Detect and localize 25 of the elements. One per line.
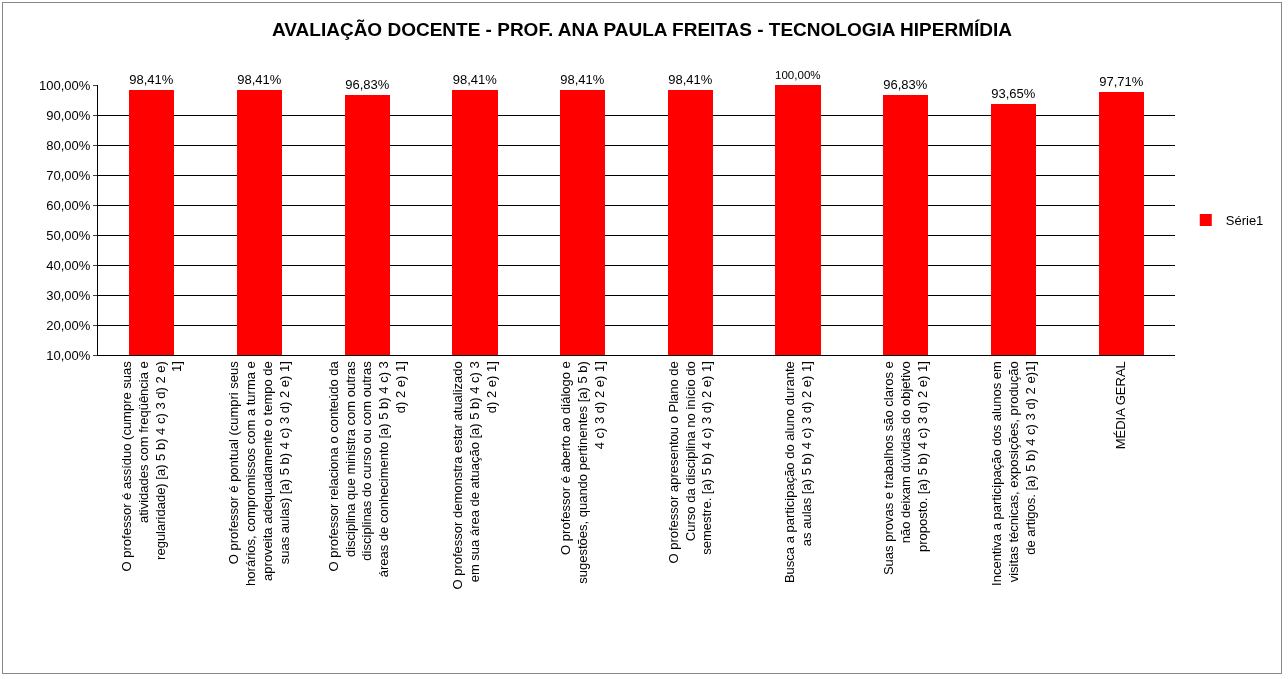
data-label: 98,41%	[560, 72, 605, 87]
data-label: 97,71%	[1099, 74, 1144, 89]
y-tick-label: 90,00%	[46, 107, 91, 123]
x-tick-label: MÉDIA GERAL	[1113, 361, 1129, 450]
y-tick-label: 80,00%	[46, 137, 91, 153]
data-label: 98,41%	[129, 72, 174, 87]
data-label: 96,83%	[883, 77, 928, 92]
x-tick-label: O professor demonstra estar atualizado em sua área de atuação [a) 5 b) 4 c) 3 d) 2 e) 1]	[450, 361, 500, 590]
data-label: 98,41%	[237, 72, 282, 87]
y-tick-label: 100,00%	[39, 77, 91, 93]
y-tick-label: 40,00%	[46, 257, 91, 273]
y-tick-label: 50,00%	[46, 227, 91, 243]
x-tick-label: O professor é assíduo (cumpre suas atividades com freqüência e regularidade) [a) 5 b) 4 c) 3 d) 2 e) 1]	[118, 360, 185, 572]
chart-title: AVALIAÇÃO DOCENTE - PROF. ANA PAULA FREITAS - TECNOLOGIA HIPERMÍDIA	[272, 19, 1013, 41]
legend-label: Série1	[1225, 213, 1264, 229]
y-tick-label: 30,00%	[46, 287, 91, 303]
y-tick-label: 70,00%	[46, 167, 91, 183]
y-tick-label: 20,00%	[46, 317, 91, 333]
y-tick-label: 60,00%	[46, 197, 91, 213]
data-label: 100,00%	[775, 69, 821, 82]
data-label: 98,41%	[452, 72, 498, 87]
data-label: 98,41%	[668, 72, 713, 87]
data-label: 96,83%	[345, 77, 390, 92]
data-label: 93,65%	[991, 86, 1036, 101]
y-tick-label: 10,00%	[46, 347, 91, 363]
